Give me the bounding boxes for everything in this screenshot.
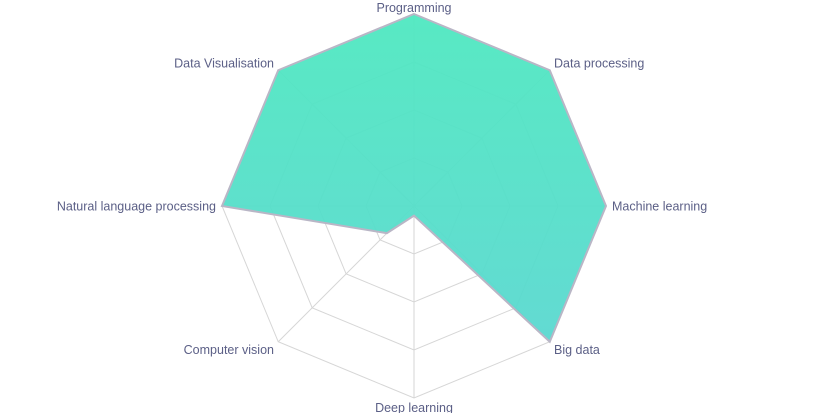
series-area (220, 12, 608, 344)
axis-label-natural-language-processing: Natural language processing (57, 199, 216, 213)
axis-label-machine-learning: Machine learning (612, 199, 707, 213)
radar-data-layer (220, 12, 608, 344)
axis-label-data-processing: Data processing (554, 56, 644, 70)
axis-label-programming: Programming (376, 1, 451, 15)
radar-axis-labels: Programming Data processing Machine learni… (57, 1, 707, 413)
axis-label-computer-vision: Computer vision (184, 343, 274, 357)
axis-label-data-visualisation: Data Visualisation (174, 56, 274, 70)
axis-label-deep-learning: Deep learning (375, 401, 453, 413)
axis-label-big-data: Big data (554, 343, 600, 357)
